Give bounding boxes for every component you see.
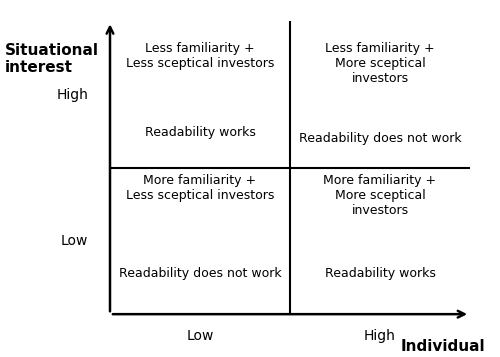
Text: Less familiarity +
More sceptical
investors: Less familiarity + More sceptical invest… xyxy=(325,42,435,85)
Text: Readability does not work: Readability does not work xyxy=(298,132,462,145)
Text: Individual
interest: Individual interest xyxy=(400,339,485,357)
Text: More familiarity +
More sceptical
investors: More familiarity + More sceptical invest… xyxy=(324,174,436,217)
Text: Low: Low xyxy=(61,234,88,248)
Text: High: High xyxy=(364,329,396,343)
Text: Readability works: Readability works xyxy=(144,126,256,139)
Text: Less familiarity +
Less sceptical investors: Less familiarity + Less sceptical invest… xyxy=(126,42,274,70)
Text: Readability works: Readability works xyxy=(324,267,436,280)
Text: Situational
interest: Situational interest xyxy=(5,43,99,75)
Text: Low: Low xyxy=(186,329,214,343)
Text: Readability does not work: Readability does not work xyxy=(118,267,282,280)
Text: More familiarity +
Less sceptical investors: More familiarity + Less sceptical invest… xyxy=(126,174,274,202)
Text: High: High xyxy=(56,87,88,102)
